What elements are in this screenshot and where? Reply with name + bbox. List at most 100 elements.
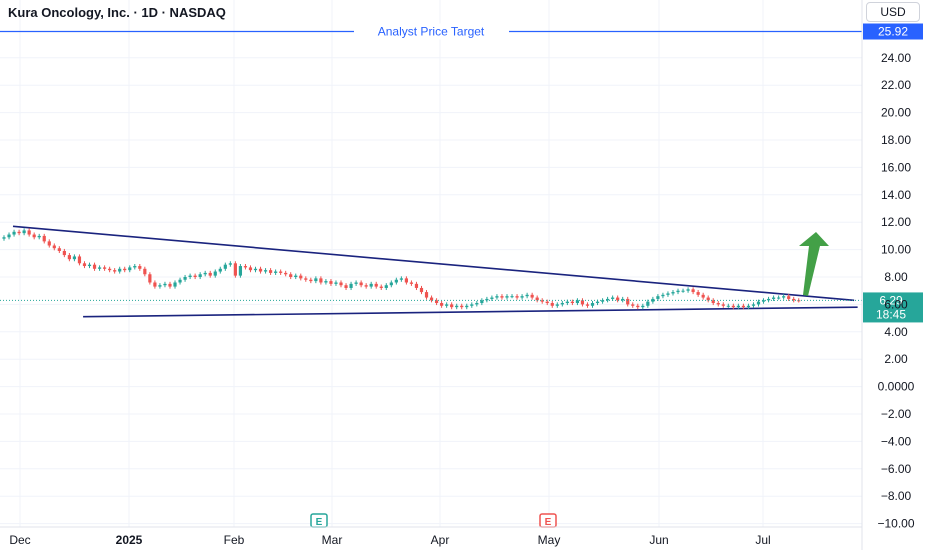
price-tick-label: 18.00 (881, 133, 911, 147)
candle-body (751, 304, 756, 306)
candle-body (691, 289, 695, 293)
candle-body (676, 290, 680, 293)
candle-body (193, 275, 197, 278)
candle-body (364, 285, 368, 287)
candle-body (490, 297, 494, 299)
candle-body (681, 290, 685, 292)
price-tick-label: 16.00 (881, 160, 911, 174)
candle-body (228, 263, 232, 265)
candle-body (198, 274, 202, 278)
countdown-timer: 18:45 (876, 307, 906, 321)
candle-body (761, 300, 766, 302)
price-tick-label: 14.00 (881, 188, 911, 202)
candle-body (792, 298, 796, 301)
candle-body (636, 305, 640, 308)
candle-body (731, 305, 735, 308)
candle-body (77, 256, 82, 264)
candle-body (771, 297, 776, 299)
earnings-marker[interactable]: E (539, 513, 557, 528)
candle-body (17, 231, 21, 234)
candle-body (756, 301, 761, 305)
candle-body (233, 263, 237, 276)
candle-body (263, 270, 268, 272)
candle-body (329, 281, 333, 284)
candle-body (440, 303, 444, 306)
candle-body (57, 248, 61, 251)
candle-body (465, 305, 469, 308)
candle-body (595, 301, 600, 304)
candle-body (379, 286, 383, 288)
candle-body (67, 255, 71, 260)
candle-body (550, 303, 554, 306)
candle-body (294, 275, 298, 278)
candle-body (656, 296, 660, 299)
candle-body (138, 266, 142, 269)
candle-body (47, 241, 51, 246)
time-tick-label: 2025 (116, 533, 143, 547)
candle-body (253, 268, 258, 271)
candle-body (42, 235, 46, 242)
price-tick-label: −6.00 (881, 462, 912, 476)
candle-body (173, 282, 177, 287)
candle-body (72, 256, 77, 260)
candle-body (424, 292, 429, 298)
candle-body (289, 274, 293, 278)
time-tick-label: Jun (649, 533, 668, 547)
candle-body (183, 277, 187, 280)
candle-body (314, 278, 318, 282)
trendline (12, 225, 855, 302)
candle-body (525, 294, 529, 297)
candle-body (143, 268, 147, 275)
candle-body (208, 272, 212, 276)
candle-body (590, 303, 595, 306)
candle-body (304, 278, 308, 280)
candle-body (27, 230, 31, 235)
candle-body (585, 304, 590, 306)
candle-body (450, 304, 454, 308)
candle-body (268, 270, 273, 273)
candle-body (600, 300, 605, 302)
candle-body (123, 268, 127, 271)
candle-body (213, 271, 217, 276)
candle-body (62, 250, 66, 256)
candle-body (274, 271, 278, 273)
candle-body (706, 297, 710, 301)
chart-grid (0, 0, 862, 527)
time-tick-label: May (538, 533, 561, 547)
candle-body (736, 305, 740, 308)
candle-body (666, 293, 670, 295)
candle-body (611, 297, 615, 299)
earnings-marker[interactable]: E (310, 513, 328, 528)
candle-body (218, 268, 222, 272)
candle-body (148, 274, 152, 283)
candle-body (369, 283, 373, 287)
candle-body (495, 296, 499, 298)
candle-body (560, 303, 564, 305)
candle-body (399, 278, 403, 280)
candle-body (2, 237, 6, 239)
last-price-value: 6.29 (879, 293, 903, 307)
price-tick-label: 22.00 (881, 78, 911, 92)
candle-body (445, 304, 449, 306)
candle-body (782, 296, 786, 298)
candle-body (7, 234, 11, 238)
symbol-title[interactable]: Kura Oncology, Inc. · 1D · NASDAQ (8, 5, 226, 20)
candle-body (394, 279, 398, 283)
time-tick-label: Dec (9, 533, 30, 547)
candle-body (555, 304, 559, 306)
candle-body (158, 285, 162, 287)
currency-selector[interactable]: USD (866, 2, 920, 22)
trendlines (12, 225, 858, 318)
candle-body (646, 301, 650, 306)
candle-body (434, 300, 439, 304)
candle-body (606, 298, 610, 301)
candle-body (616, 297, 620, 301)
candle-body (711, 300, 715, 304)
candle-body (359, 282, 363, 286)
candle-body (475, 303, 479, 305)
candle-body (354, 282, 358, 284)
price-tick-label: 10.00 (881, 243, 911, 257)
candle-body (223, 264, 227, 269)
